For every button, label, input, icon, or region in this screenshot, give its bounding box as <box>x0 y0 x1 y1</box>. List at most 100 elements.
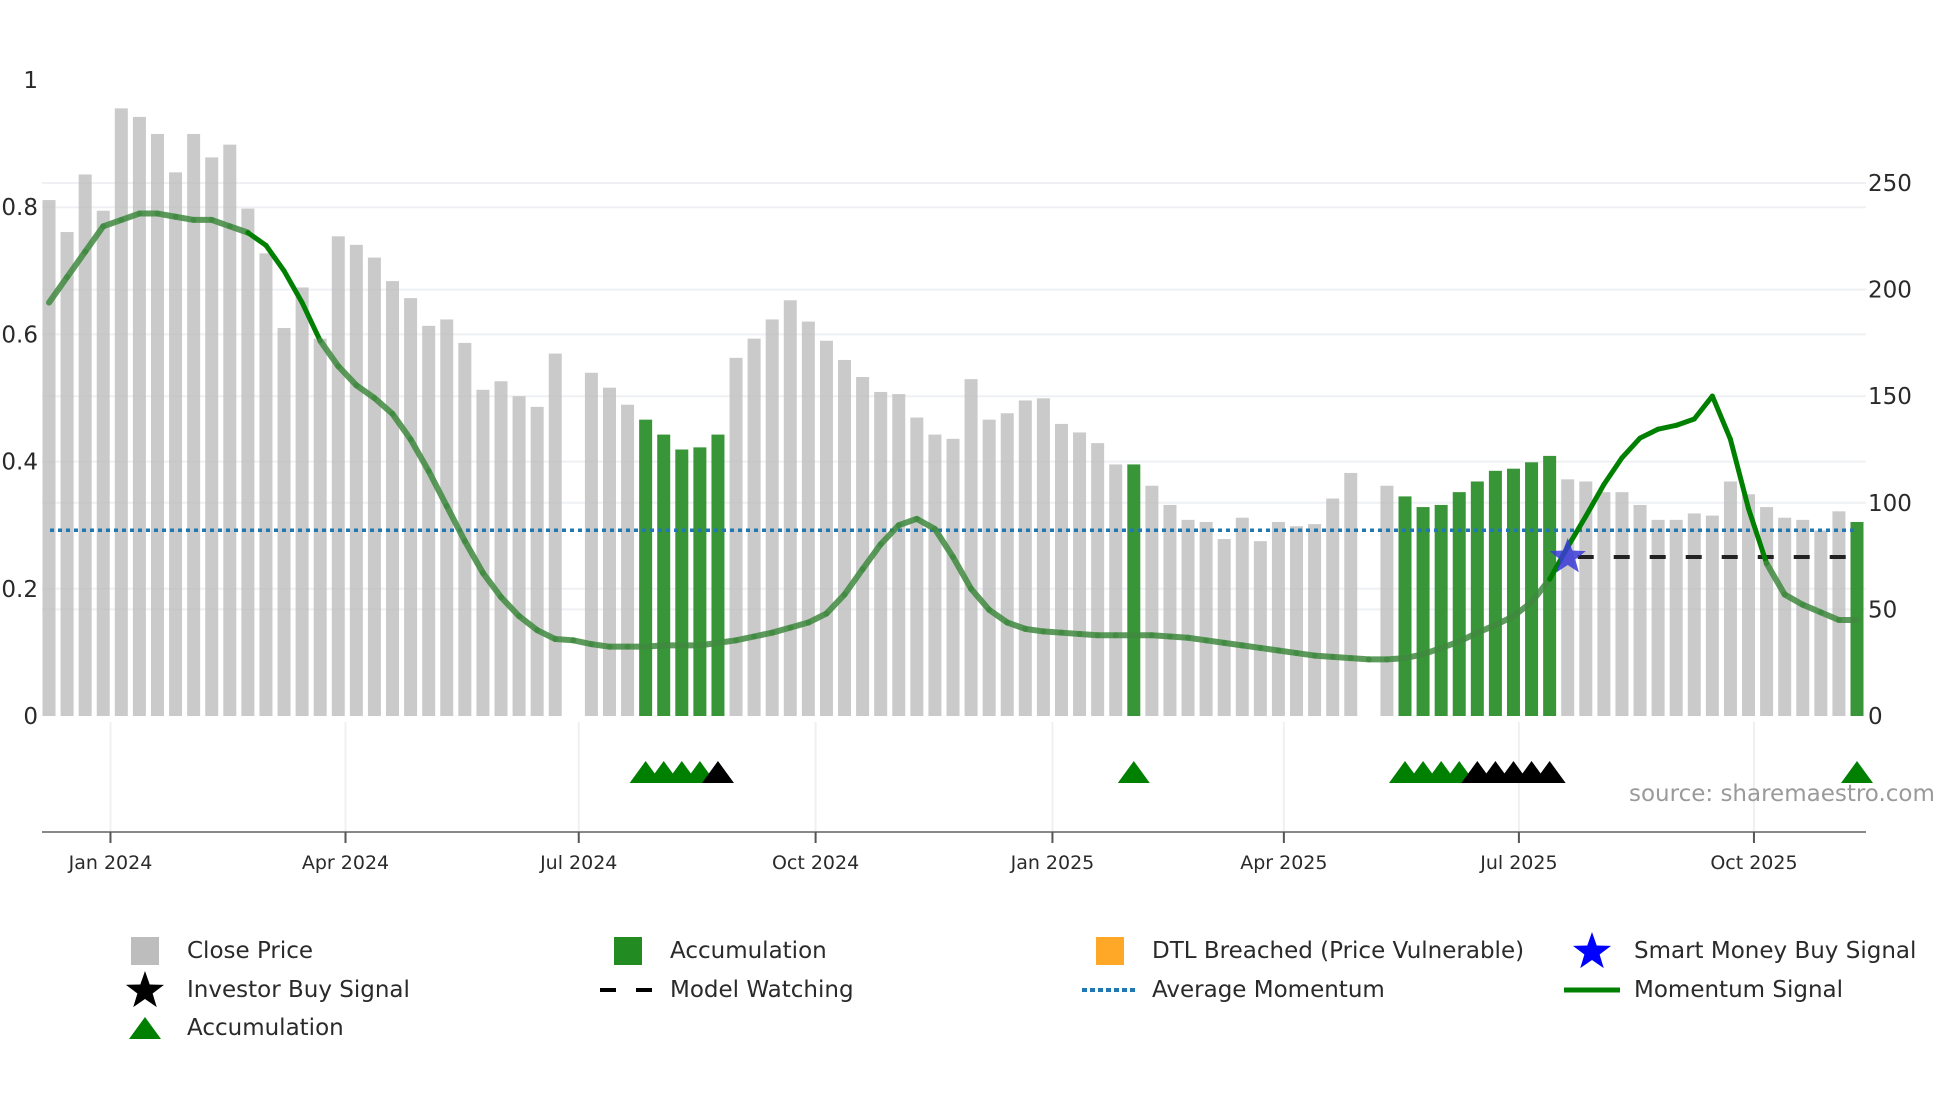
close-price-bar <box>223 144 237 716</box>
momentum-signal-segment <box>588 641 613 650</box>
momentum-signal-segment <box>1565 513 1589 550</box>
close-price-bar <box>1380 485 1394 716</box>
close-price-bar <box>1669 519 1683 716</box>
momentum-signal-segment <box>733 633 758 644</box>
momentum-signal-segment <box>172 213 197 223</box>
accumulation-bar <box>1452 492 1466 716</box>
close-price-bar <box>440 319 454 716</box>
close-price-bar <box>946 438 960 716</box>
right-tick-label: 50 <box>1868 597 1897 623</box>
close-price-bar <box>1597 492 1611 716</box>
momentum-signal-segment <box>1438 638 1463 651</box>
close-price-bar <box>494 381 508 716</box>
momentum-signal-segment <box>1619 435 1643 461</box>
accumulation-bar <box>1127 464 1141 716</box>
momentum-signal-segment <box>407 436 432 475</box>
close-price-bar <box>729 357 743 716</box>
close-price-bar <box>78 174 92 717</box>
momentum-signal-segment <box>64 248 89 281</box>
close-price-bar <box>1217 539 1231 716</box>
momentum-signal-segment <box>1691 393 1715 422</box>
close-price-bar <box>150 133 164 717</box>
momentum-signal-segment <box>1420 644 1445 658</box>
right-tick-label: 0 <box>1868 704 1883 730</box>
momentum-signal-segment <box>100 216 125 230</box>
close-price-bar <box>1615 492 1629 716</box>
momentum-signal-segment <box>479 569 504 601</box>
close-price-bar <box>1687 513 1701 716</box>
momentum-signal-segment <box>498 594 523 620</box>
momentum-signal-segment <box>1456 629 1481 645</box>
x-tick-label: Jul 2025 <box>1479 852 1557 874</box>
momentum-signal-segment <box>1293 650 1318 659</box>
accumulation-bar <box>693 447 707 716</box>
momentum-signal-segment <box>534 627 559 643</box>
accumulation-bar <box>1416 507 1430 716</box>
close-price-bar <box>404 298 418 716</box>
momentum-signal-segment <box>1040 628 1065 636</box>
momentum-signal-segment <box>1727 436 1752 512</box>
close-price-bar <box>42 200 56 716</box>
left-tick-label: 1 <box>23 68 38 94</box>
momentum-signal-segment <box>263 242 287 274</box>
close-price-bar <box>1235 517 1249 716</box>
momentum-signal-segment <box>46 274 71 306</box>
momentum-signal-segment <box>425 468 450 510</box>
close-price-bar <box>602 387 616 716</box>
close-price-bar <box>1271 521 1285 716</box>
smart-money-buy-star <box>1549 538 1586 573</box>
close-price-bar <box>874 391 888 716</box>
x-tick-label: Jul 2024 <box>539 852 617 874</box>
accumulation-bar <box>675 449 689 716</box>
close-price-bar <box>241 208 255 717</box>
close-price-bar <box>132 116 146 716</box>
close-price-bar <box>892 394 906 716</box>
close-price-bar <box>1705 515 1719 716</box>
close-price-bar <box>1814 530 1828 716</box>
momentum-signal-segment <box>245 230 269 248</box>
close-price-bar <box>1018 400 1032 716</box>
momentum-signal-segment <box>1221 639 1246 649</box>
momentum-signal-segment <box>1239 642 1264 651</box>
momentum-signal-segment <box>1383 655 1408 663</box>
momentum-signal-segment <box>299 300 323 344</box>
momentum-signal-segment <box>823 591 848 617</box>
left-tick-label: 0.8 <box>1 195 38 221</box>
momentum-signal-segment <box>642 642 667 650</box>
accumulation-bar <box>1506 468 1520 716</box>
close-price-bar <box>512 396 526 716</box>
close-price-bar <box>819 340 833 716</box>
momentum-signal-segment <box>353 382 378 401</box>
momentum-signal-segment <box>118 210 143 223</box>
momentum-signal-segment <box>1203 637 1228 646</box>
momentum-signal-segment <box>769 624 794 636</box>
momentum-signal-segment <box>1817 609 1842 623</box>
momentum-signal-segment <box>1257 644 1282 654</box>
right-tick-label: 200 <box>1868 278 1912 304</box>
momentum-signal-segment <box>154 210 179 220</box>
momentum-signal-segment <box>335 363 360 389</box>
close-price-bar <box>476 389 490 716</box>
x-tick-label: Jan 2025 <box>1010 852 1095 874</box>
momentum-signal-segment <box>371 395 396 417</box>
close-price-bar <box>747 338 761 716</box>
close-price-bar <box>1073 432 1087 716</box>
close-price-bar <box>1651 519 1665 716</box>
close-price-bar <box>1778 517 1792 716</box>
right-tick-label: 100 <box>1868 491 1912 517</box>
close-price-bar <box>928 434 942 716</box>
close-price-bar <box>349 244 363 716</box>
momentum-signal-segment <box>1528 576 1553 606</box>
momentum-signal-segment <box>1329 653 1354 662</box>
momentum-signal-segment <box>805 610 830 626</box>
close-price-bar <box>331 236 345 717</box>
momentum-signal-segment <box>552 636 577 644</box>
momentum-signal-segment <box>986 606 1011 626</box>
accumulation-triangle <box>1841 761 1873 783</box>
close-price-bar <box>1344 472 1358 716</box>
momentum-signal-segment <box>1076 630 1101 639</box>
momentum-signal-segment <box>1763 560 1788 598</box>
accumulation-bar <box>639 419 653 716</box>
accumulation-bar <box>1434 504 1448 716</box>
close-price-bar <box>964 379 978 716</box>
